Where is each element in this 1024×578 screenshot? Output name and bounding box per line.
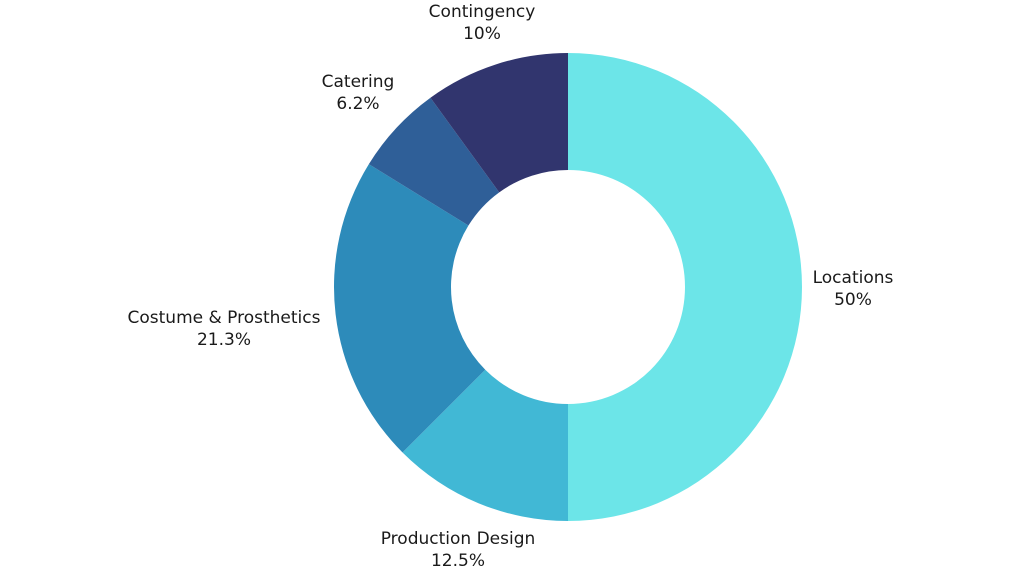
slice-value-costume-prosthetics: 21.3% — [197, 330, 251, 350]
slice-label-production-design: Production Design — [381, 529, 536, 549]
slice-catering — [368, 97, 500, 226]
slice-label-catering: Catering — [322, 72, 395, 92]
slice-costume-prosthetics — [334, 164, 486, 453]
slice-label-costume-prosthetics: Costume & Prosthetics — [128, 308, 321, 328]
slice-contingency — [430, 53, 568, 193]
slice-locations — [568, 53, 802, 521]
slice-value-catering: 6.2% — [336, 94, 379, 114]
slice-value-locations: 50% — [834, 290, 872, 310]
slice-value-contingency: 10% — [463, 24, 501, 44]
donut-slices — [334, 53, 802, 521]
slice-label-contingency: Contingency — [429, 2, 536, 22]
slice-label-locations: Locations — [813, 268, 894, 288]
slice-production-design — [402, 369, 568, 521]
slice-value-production-design: 12.5% — [431, 551, 485, 571]
